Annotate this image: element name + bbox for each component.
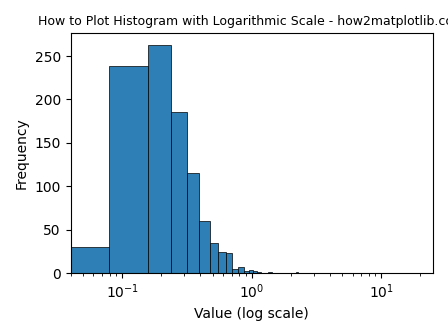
Y-axis label: Frequency: Frequency [15,117,29,189]
X-axis label: Value (log scale): Value (log scale) [194,307,309,321]
Bar [210,243,218,273]
Bar [148,45,171,273]
Bar [226,253,233,273]
Bar [297,272,298,273]
Title: How to Plot Histogram with Logarithmic Scale - how2matplotlib.com: How to Plot Histogram with Logarithmic S… [38,15,448,28]
Bar [244,270,249,273]
Bar [257,272,261,273]
Bar [249,270,253,273]
Bar [187,173,199,273]
Bar [268,272,271,273]
Bar [233,269,238,273]
Bar [0,247,109,273]
Bar [238,267,244,273]
Bar [199,221,210,273]
Bar [218,252,226,273]
Bar [253,270,257,273]
Bar [171,112,187,273]
Bar [109,66,148,273]
